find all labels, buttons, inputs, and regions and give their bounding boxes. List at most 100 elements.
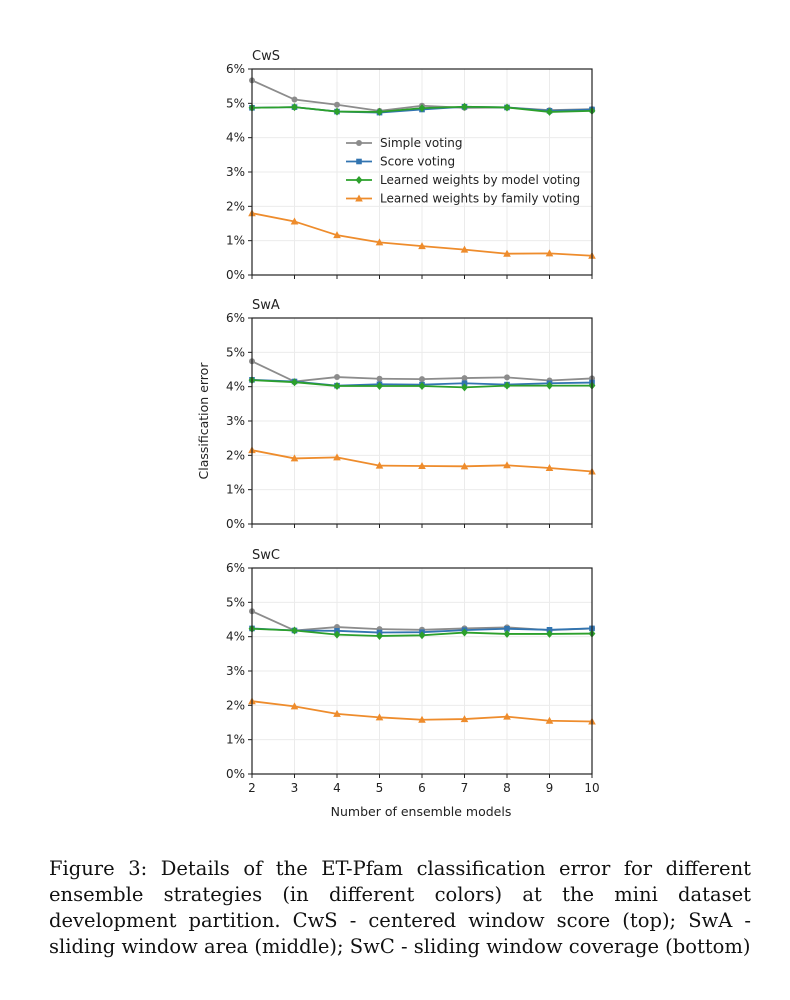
figure-caption: Figure 3: Details of the ET-Pfam classif… — [49, 857, 751, 958]
x-axis-label: Number of ensemble models — [331, 804, 512, 819]
data-point — [545, 249, 554, 257]
data-point — [418, 461, 426, 469]
data-point — [546, 627, 553, 633]
data-point — [291, 96, 298, 103]
legend-label: Simple voting — [380, 136, 463, 150]
legend-marker — [356, 140, 362, 146]
y-tick-label: 6% — [226, 311, 245, 325]
data-point — [333, 381, 341, 390]
y-tick-label: 0% — [226, 517, 245, 531]
legend-label: Learned weights by family voting — [380, 192, 580, 206]
data-point — [376, 631, 383, 640]
data-point — [461, 375, 468, 382]
y-tick-label: 1% — [226, 733, 245, 747]
data-point — [290, 217, 299, 225]
legend-marker — [355, 176, 363, 184]
x-tick-label: 3 — [291, 781, 299, 795]
figure: Classification error Number of ensemble … — [196, 49, 600, 819]
legend-marker — [356, 158, 362, 165]
data-point — [291, 103, 298, 112]
y-tick-label: 4% — [226, 380, 245, 394]
x-tick-label: 5 — [376, 781, 384, 795]
x-tick-label: 6 — [418, 781, 426, 795]
data-point — [418, 715, 426, 723]
data-point — [333, 709, 341, 717]
data-point — [503, 461, 511, 469]
data-point — [375, 713, 384, 721]
panel-swc: 0% 1% 2% 3% 4% 5% 6% 2 3 4 5 6 7 8 9 10 SwC — [226, 548, 600, 795]
data-point — [546, 381, 553, 390]
data-point — [503, 103, 511, 112]
legend-marker — [355, 194, 363, 202]
data-point — [376, 375, 383, 382]
y-tick-label: 6% — [226, 561, 245, 575]
data-point — [291, 626, 298, 635]
data-point — [375, 238, 384, 246]
x-tick-label: 4 — [333, 781, 341, 795]
panel-title: CwS — [252, 49, 280, 64]
data-point — [461, 383, 468, 392]
y-tick-label: 1% — [226, 483, 245, 497]
data-point — [545, 716, 554, 724]
y-tick-label: 4% — [226, 630, 245, 644]
y-tick-label: 0% — [226, 268, 245, 282]
data-point — [419, 376, 425, 383]
data-point — [503, 249, 511, 257]
data-point — [376, 381, 383, 390]
data-point — [504, 625, 510, 632]
data-point — [333, 107, 341, 116]
data-point — [461, 102, 468, 111]
data-point — [546, 107, 553, 116]
data-point — [333, 630, 341, 639]
data-point — [460, 462, 469, 470]
y-tick-label: 3% — [226, 664, 245, 678]
data-point — [334, 101, 340, 108]
x-tick-label: 8 — [503, 781, 511, 795]
data-point — [461, 628, 468, 637]
data-point — [546, 629, 553, 638]
data-point — [376, 107, 383, 116]
data-point — [460, 715, 469, 723]
data-point — [334, 374, 340, 381]
data-point — [460, 245, 469, 253]
y-tick-label: 5% — [226, 96, 245, 110]
data-point — [503, 629, 511, 638]
y-tick-label: 4% — [226, 131, 245, 145]
data-point — [418, 381, 426, 390]
y-axis-label: Classification error — [196, 362, 211, 480]
panel-title: SwA — [252, 298, 280, 313]
x-tick-label: 10 — [584, 781, 599, 795]
y-tick-label: 2% — [226, 698, 245, 712]
data-point — [333, 231, 341, 239]
legend: Simple voting Score voting Learned weights… — [346, 136, 580, 206]
data-point — [291, 378, 298, 387]
data-point — [418, 631, 426, 640]
data-point — [290, 702, 299, 710]
legend-label: Score voting — [380, 155, 455, 169]
y-tick-label: 5% — [226, 595, 245, 609]
x-tick-label: 9 — [546, 781, 554, 795]
y-tick-label: 3% — [226, 414, 245, 428]
y-tick-label: 5% — [226, 345, 245, 359]
data-point — [545, 464, 554, 472]
panel-cws: 0% 1% 2% 3% 4% 5% 6% CwS — [226, 49, 596, 282]
y-tick-label: 2% — [226, 199, 245, 213]
y-tick-label: 3% — [226, 165, 245, 179]
data-point — [375, 461, 384, 469]
data-point — [503, 712, 511, 720]
data-point — [461, 380, 468, 387]
data-point — [290, 454, 299, 462]
data-point — [418, 242, 426, 250]
y-tick-label: 1% — [226, 234, 245, 248]
y-tick-label: 0% — [226, 767, 245, 781]
data-point — [418, 104, 426, 113]
legend-label: Learned weights by model voting — [380, 173, 580, 187]
y-tick-label: 6% — [226, 62, 245, 76]
panel-title: SwC — [252, 548, 280, 563]
y-tick-label: 2% — [226, 448, 245, 462]
x-tick-label: 7 — [461, 781, 469, 795]
data-point — [503, 381, 511, 390]
data-point — [504, 374, 510, 381]
panel-swa: 0% 1% 2% 3% 4% 5% 6% SwA — [226, 298, 596, 531]
x-tick-label: 2 — [248, 781, 256, 795]
